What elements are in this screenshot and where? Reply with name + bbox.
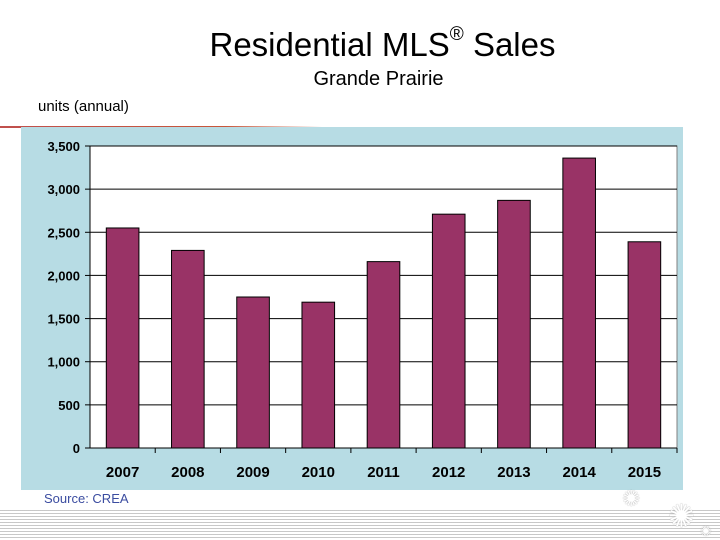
y-tick-label: 3,000: [47, 182, 80, 197]
y-tick-label: 0: [73, 441, 80, 456]
bar: [301, 301, 336, 449]
x-tick-label: 2007: [106, 464, 139, 481]
x-tick-label: 2013: [497, 464, 530, 481]
x-tick-label: 2009: [236, 464, 269, 481]
bar: [431, 213, 466, 449]
chart-subtitle: Grande Prairie: [313, 68, 444, 90]
maple-leaf-icon: ✺: [622, 486, 641, 511]
bar: [171, 249, 205, 449]
bars: [105, 157, 662, 449]
chart-title-main: Residential MLS: [209, 26, 450, 63]
registered-mark: ®: [449, 24, 464, 45]
maple-leaf-icon: ✺: [668, 498, 695, 534]
bar: [562, 157, 596, 449]
y-tick-label: 1,000: [47, 355, 80, 370]
y-axis-label: units (annual): [38, 98, 129, 115]
bar: [627, 241, 662, 449]
bar: [366, 261, 401, 449]
x-tick-label: 2011: [367, 464, 400, 481]
y-tick-label: 2,500: [47, 225, 80, 240]
chart-title-suffix: Sales: [472, 26, 556, 63]
x-tick-label: 2008: [171, 464, 204, 481]
chart-title: Residential MLS® Sales: [0, 24, 720, 64]
footer-stripes: [0, 508, 720, 540]
y-tick-label: 1,500: [47, 312, 80, 327]
tick-labels: 0 500 1,000 1,500 2,000 2,500 3,000 3,500 2007 20…: [47, 139, 661, 481]
x-tick-label: 2010: [302, 464, 335, 481]
source-note: Source: CREA: [44, 491, 129, 506]
bar: [236, 296, 270, 449]
y-tick-label: 2,000: [47, 268, 80, 283]
y-tick-label: 500: [58, 398, 80, 413]
maple-leaf-icon: ✺: [700, 523, 712, 539]
x-tick-label: 2012: [432, 464, 465, 481]
bar: [497, 199, 531, 449]
y-tick-label: 3,500: [47, 139, 80, 154]
x-tick-label: 2014: [562, 464, 596, 481]
bar: [105, 227, 140, 449]
x-tick-label: 2015: [628, 464, 661, 481]
